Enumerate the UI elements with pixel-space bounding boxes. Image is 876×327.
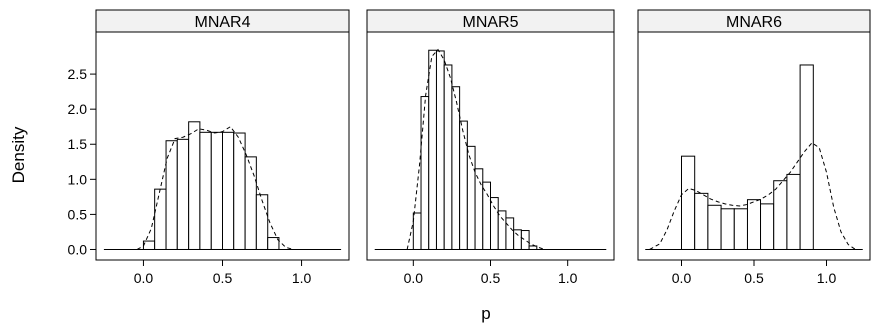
mnar4-bar-8 (234, 133, 245, 249)
mnar5-bar-13 (514, 230, 522, 250)
y-tick-label-4: 2.0 (68, 101, 88, 117)
mnar6-bar-0 (682, 156, 695, 249)
mnar5-bar-2 (429, 50, 437, 249)
mnar4-bar-10 (256, 195, 267, 250)
mnar5-x-tick-label-0: 0.0 (404, 270, 424, 286)
mnar5-bar-8 (475, 169, 483, 250)
x-axis-title: p (481, 304, 490, 323)
mnar6-x-tick-label-1: 0.5 (744, 270, 764, 286)
mnar6-strip-label: MNAR6 (726, 14, 782, 31)
mnar4-bar-4 (189, 122, 200, 250)
mnar4-x-tick-label-1: 0.5 (213, 270, 233, 286)
y-tick-label-2: 1.0 (68, 171, 88, 187)
mnar5-bar-3 (436, 51, 444, 250)
mnar4-strip-label: MNAR4 (194, 14, 250, 31)
mnar5-bar-4 (444, 65, 452, 250)
mnar6-x-tick-label-2: 1.0 (817, 270, 837, 286)
mnar4-bar-0 (143, 241, 154, 249)
mnar6-bar-6 (761, 204, 774, 250)
mnar4-bar-1 (155, 189, 166, 249)
mnar6-bar-7 (774, 181, 787, 250)
mnar5-bar-6 (460, 121, 468, 249)
mnar4-bar-3 (177, 139, 188, 249)
mnar6-bar-4 (734, 209, 747, 250)
y-axis-title: Density (9, 126, 28, 183)
mnar4-bar-7 (223, 132, 234, 249)
mnar5-bar-11 (498, 211, 506, 250)
mnar4-bar-9 (245, 157, 256, 250)
mnar4-x-tick-label-2: 1.0 (292, 270, 312, 286)
mnar4-x-tick-label-0: 0.0 (134, 270, 154, 286)
mnar5-bar-9 (483, 182, 491, 249)
y-tick-label-1: 0.5 (68, 206, 88, 222)
mnar6-x-tick-label-0: 0.0 (672, 270, 692, 286)
mnar6-bar-2 (708, 205, 721, 249)
y-tick-label-3: 1.5 (68, 136, 88, 152)
mnar5-x-tick-label-1: 0.5 (481, 270, 501, 286)
mnar6-bar-9 (800, 65, 813, 250)
mnar6-bar-1 (695, 193, 708, 249)
mnar5-bar-1 (421, 97, 429, 250)
mnar4-bar-6 (211, 132, 222, 249)
y-tick-label-0: 0.0 (68, 241, 88, 257)
y-tick-label-5: 2.5 (68, 66, 88, 82)
mnar5-bar-12 (506, 218, 514, 250)
mnar4-bar-5 (200, 132, 211, 249)
mnar6-bar-3 (721, 209, 734, 250)
mnar5-bar-7 (467, 146, 475, 249)
mnar6-bar-8 (787, 174, 800, 249)
mnar5-bar-14 (521, 231, 529, 250)
mnar5-strip-label: MNAR5 (462, 14, 518, 31)
mnar6-bar-5 (747, 200, 760, 250)
mnar5-bar-0 (413, 213, 421, 249)
mnar5-bar-10 (491, 198, 499, 250)
mnar5-x-tick-label-2: 1.0 (558, 270, 578, 286)
